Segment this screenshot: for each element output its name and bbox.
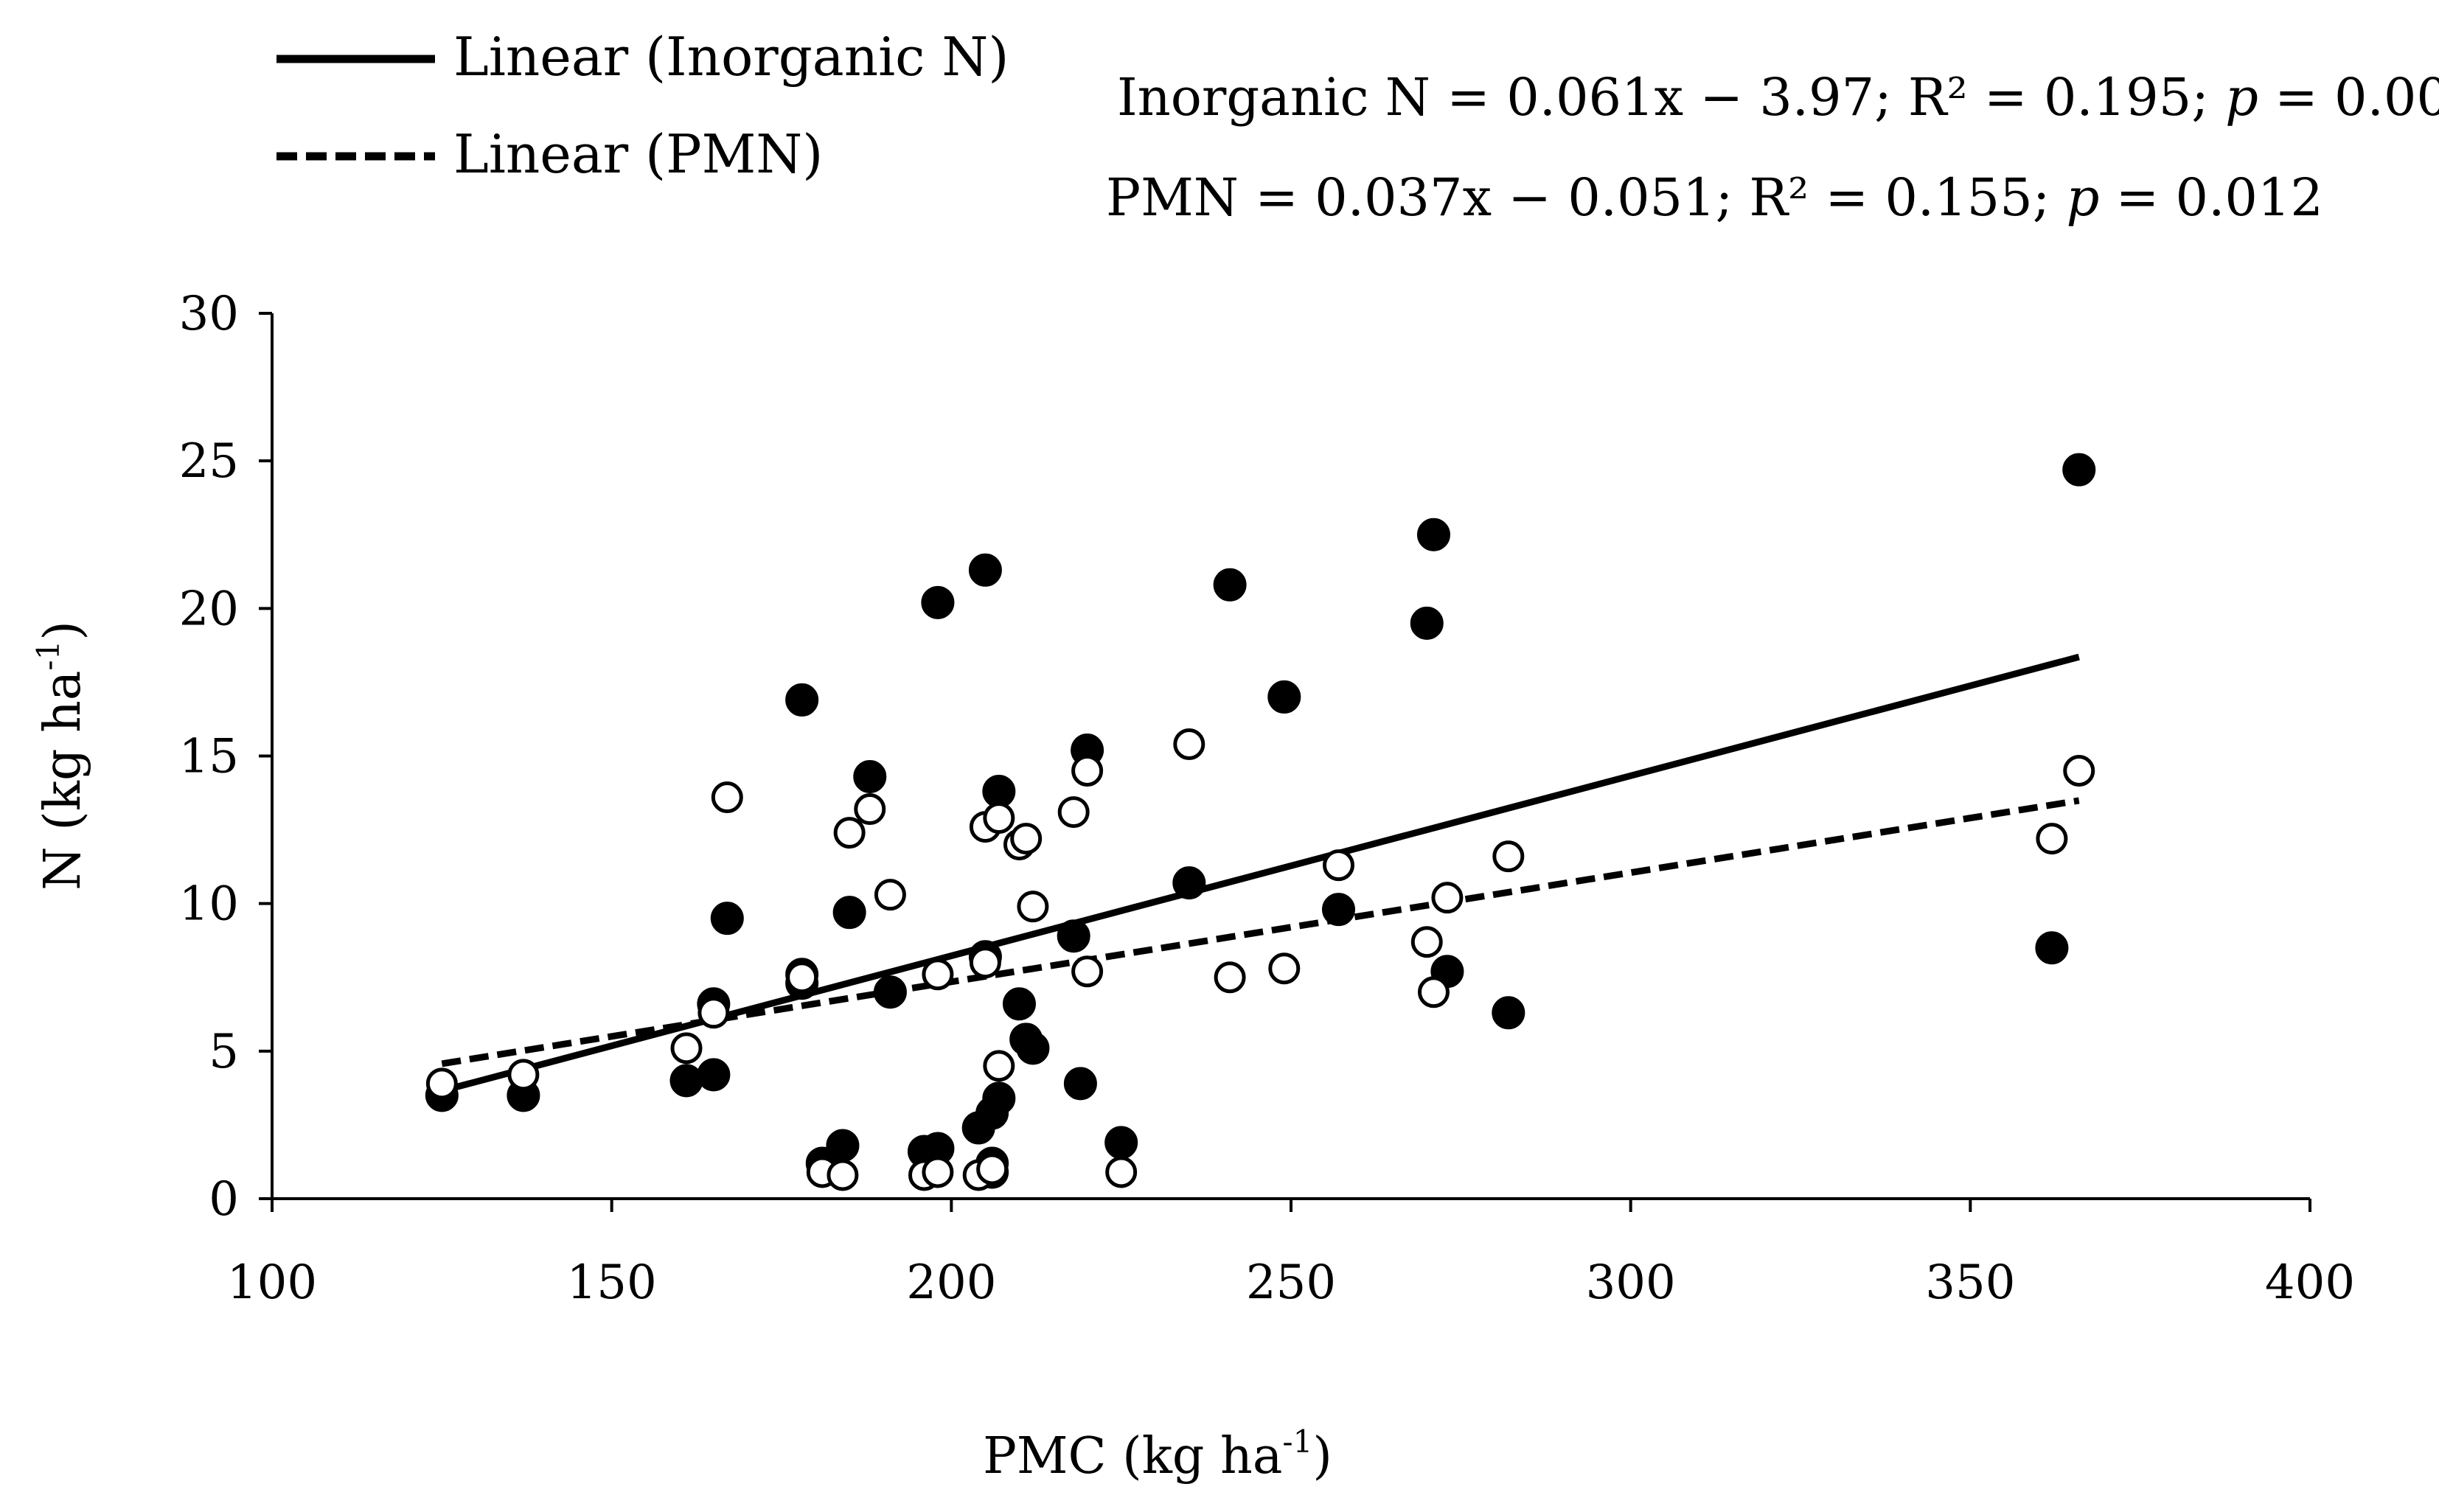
- pmn-point: [1057, 796, 1090, 829]
- pmn-point: [2036, 823, 2068, 855]
- inorganic-n-point: [2062, 453, 2096, 487]
- y-tick-label: 5: [209, 1025, 239, 1079]
- x-tick-label: 250: [1246, 1255, 1336, 1310]
- equation-pmn: PMN = 0.037x − 0.051; R² = 0.155; p = 0.…: [1106, 167, 2323, 228]
- inorganic-n-point: [832, 896, 866, 930]
- trendlines: [441, 653, 2080, 1095]
- pmn-point: [922, 958, 954, 991]
- pmn-point: [976, 1153, 1009, 1185]
- pmn-point: [1071, 955, 1104, 988]
- pmn-point: [922, 1156, 954, 1188]
- inorganic-n-point: [1410, 606, 1444, 640]
- pmn-point: [711, 781, 743, 814]
- x-tick-label: 350: [1925, 1255, 2015, 1310]
- x-tick-label: 400: [2265, 1255, 2355, 1310]
- y-tick-label: 20: [179, 582, 239, 636]
- inorganic-n-point: [710, 902, 744, 936]
- y-axis-title: N (kg ha-1): [30, 621, 92, 891]
- inorganic-n-point: [1492, 996, 1525, 1030]
- inorganic-n-point: [785, 683, 819, 717]
- pmn-point: [1268, 952, 1301, 985]
- pmn-point: [969, 947, 1001, 979]
- x-tick-label: 200: [906, 1255, 996, 1310]
- inorganic-n-point: [968, 553, 1002, 587]
- inorganic-n-point: [853, 760, 887, 794]
- inorganic-n-point: [982, 1081, 1016, 1115]
- inorganic-n-point: [1063, 1067, 1097, 1101]
- axes: [271, 313, 2310, 1200]
- pmn-point: [854, 793, 886, 826]
- pmn-point: [983, 1050, 1015, 1082]
- y-tick-label: 15: [179, 730, 239, 784]
- pmn-point: [1417, 976, 1450, 1008]
- inorganic-n-point: [1016, 1031, 1050, 1065]
- pmn-point: [2063, 755, 2095, 787]
- x-ticks: 100 150 200 250 300 350 400: [227, 1199, 2355, 1310]
- inorganic-n-point: [1002, 987, 1036, 1021]
- inorganic-n-point: [697, 1058, 731, 1092]
- data-points: [425, 453, 2096, 1191]
- pmn-point: [1322, 849, 1354, 882]
- y-tick-label: 25: [179, 434, 239, 489]
- pmn-point: [507, 1059, 540, 1091]
- inorganic-n-point: [1321, 893, 1355, 927]
- pmn-point: [1431, 882, 1464, 914]
- inorganic-n-point: [669, 1064, 703, 1098]
- pmn-point: [1010, 823, 1043, 855]
- x-tick-label: 150: [567, 1255, 657, 1310]
- pmn-point: [983, 802, 1015, 835]
- pmn-point: [1071, 755, 1104, 787]
- pmn-point: [1410, 926, 1443, 958]
- equation-inorganic: Inorganic N = 0.061x − 3.97; R² = 0.195;…: [1117, 67, 2439, 128]
- pmn-point: [697, 997, 730, 1029]
- trendline-inorganic: [441, 653, 2080, 1095]
- pmn-point: [833, 817, 866, 849]
- inorganic-n-point: [1267, 680, 1301, 714]
- pmn-point: [827, 1159, 859, 1191]
- inorganic-n-point: [826, 1129, 860, 1163]
- pmn-point: [1173, 728, 1205, 760]
- pmn-point: [670, 1032, 703, 1065]
- y-tick-label: 30: [179, 287, 239, 341]
- inorganic-n-point: [1213, 568, 1247, 602]
- pmn-point: [874, 879, 906, 911]
- y-ticks: 0 5 10 15 20 25 30: [179, 287, 272, 1227]
- pmn-point: [1105, 1156, 1138, 1188]
- inorganic-n-point: [1104, 1126, 1138, 1160]
- y-tick-label: 10: [179, 877, 239, 932]
- x-tick-label: 300: [1586, 1255, 1676, 1310]
- trendline-pmn: [441, 797, 2080, 1067]
- inorganic-n-point: [1057, 919, 1090, 953]
- y-tick-label: 0: [209, 1172, 239, 1227]
- pmn-point: [1214, 961, 1246, 994]
- pmn-point: [1017, 891, 1049, 923]
- inorganic-n-point: [1172, 866, 1206, 900]
- legend-label-inorganic: Linear (Inorganic N): [453, 26, 1009, 88]
- x-tick-label: 100: [227, 1255, 317, 1310]
- legend-label-pmn: Linear (PMN): [453, 123, 823, 185]
- legend: Linear (Inorganic N) Linear (PMN): [276, 26, 1009, 185]
- pmn-point: [1492, 840, 1525, 873]
- inorganic-n-point: [1416, 518, 1450, 551]
- inorganic-n-point: [873, 975, 907, 1009]
- pmn-point: [786, 961, 818, 994]
- x-axis-title: PMC (kg ha-1): [983, 1424, 1332, 1485]
- inorganic-n-point: [921, 585, 955, 619]
- inorganic-n-point: [2035, 931, 2069, 965]
- pmn-point: [425, 1067, 458, 1100]
- equations: Inorganic N = 0.061x − 3.97; R² = 0.195;…: [1106, 67, 2439, 228]
